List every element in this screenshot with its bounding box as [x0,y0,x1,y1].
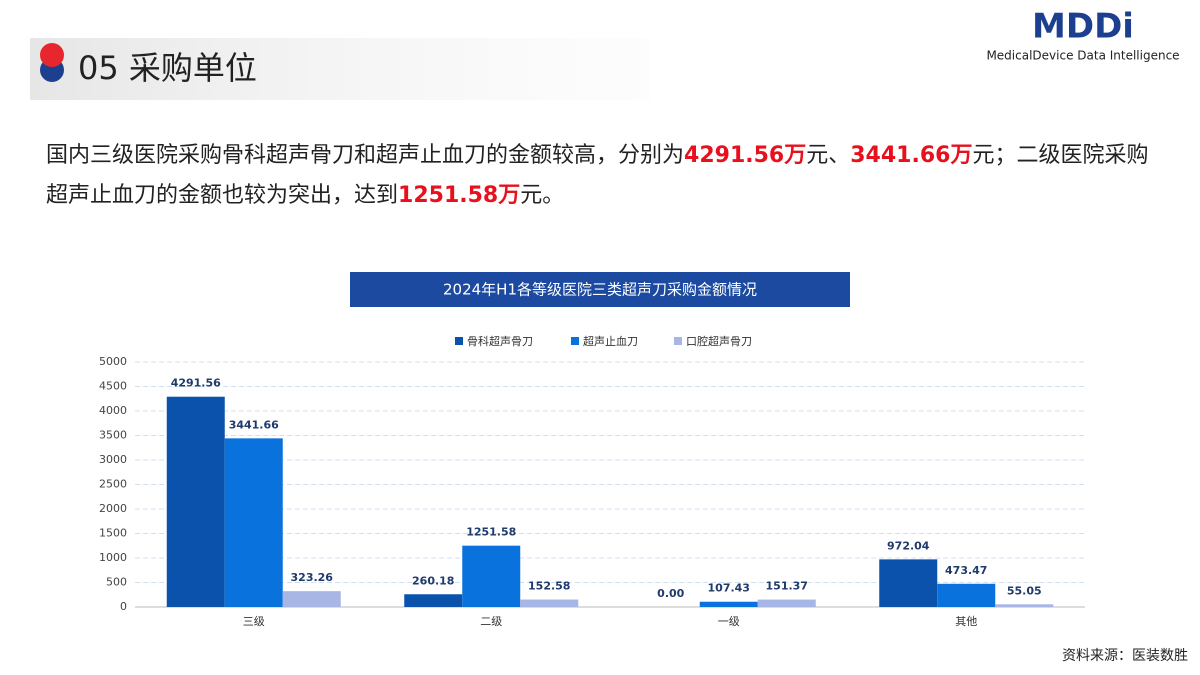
body-text: 元。 [520,183,565,208]
bar [166,396,225,607]
bar [282,591,341,607]
legend-swatch [674,337,682,345]
data-label: 152.58 [528,580,570,593]
highlight-text: 4291.56万 [684,143,807,168]
legend-label: 超声止血刀 [583,334,638,348]
legend-label: 骨科超声骨刀 [467,334,533,348]
bar [937,583,996,607]
y-tick-label: 4000 [99,404,127,417]
y-tick-label: 3000 [99,453,127,466]
dot-red [40,43,64,67]
data-label: 323.26 [291,571,334,584]
body-text: 元；二级医院采购超声止血刀的金额也较为突出，达到 [46,143,1149,208]
highlight-text: 1251.58万 [398,183,521,208]
legend-swatch [571,337,579,345]
paragraph: 国内三级医院采购骨科超声骨刀和超声止血刀的金额较高，分别为4291.56万元、3… [46,136,1166,216]
bar [520,599,579,607]
header-band [30,38,650,100]
header-title: 05 采购单位 [78,49,257,87]
bar [879,559,938,607]
data-label: 55.05 [1007,584,1042,597]
data-label: 473.47 [945,564,987,577]
bar [699,601,758,607]
y-tick-label: 3500 [99,429,127,442]
bar [757,599,816,607]
data-label: 4291.56 [171,377,221,390]
legend-swatch [455,337,463,345]
y-tick-label: 4500 [99,380,127,393]
y-tick-label: 0 [120,600,127,613]
data-label: 260.18 [412,574,454,587]
body-text: 国内三级医院采购骨科超声骨刀和超声止血刀的金额较高，分别为 [46,143,685,168]
data-label: 107.43 [708,582,750,595]
bar [462,545,521,607]
source: 资料来源：医装数胜 [1062,648,1188,664]
y-tick-label: 1500 [99,527,127,540]
logo-subtitle: MedicalDevice Data Intelligence [986,49,1179,63]
y-tick-label: 500 [106,576,127,589]
y-tick-label: 2000 [99,502,127,515]
legend-label: 口腔超声骨刀 [686,334,752,348]
x-tick-label: 二级 [480,615,502,628]
y-tick-label: 5000 [99,355,127,368]
logo: MDDi [1032,7,1134,47]
x-tick-label: 其他 [955,615,977,628]
chart-title-box [350,272,850,307]
data-label: 151.37 [766,580,808,593]
body-text: 元、 [806,143,851,168]
y-tick-label: 2500 [99,478,127,491]
chart-title: 2024年H1各等级医院三类超声刀采购金额情况 [443,281,757,299]
x-tick-label: 一级 [718,615,740,628]
y-tick-label: 1000 [99,551,127,564]
data-label: 1251.58 [466,526,516,539]
bar [224,438,283,607]
data-label: 972.04 [887,539,930,552]
x-tick-label: 三级 [243,615,265,628]
bar [404,594,463,607]
data-label: 0.00 [657,587,684,600]
bar [995,604,1054,607]
data-label: 3441.66 [229,418,279,431]
highlight-text: 3441.66万 [850,143,973,168]
